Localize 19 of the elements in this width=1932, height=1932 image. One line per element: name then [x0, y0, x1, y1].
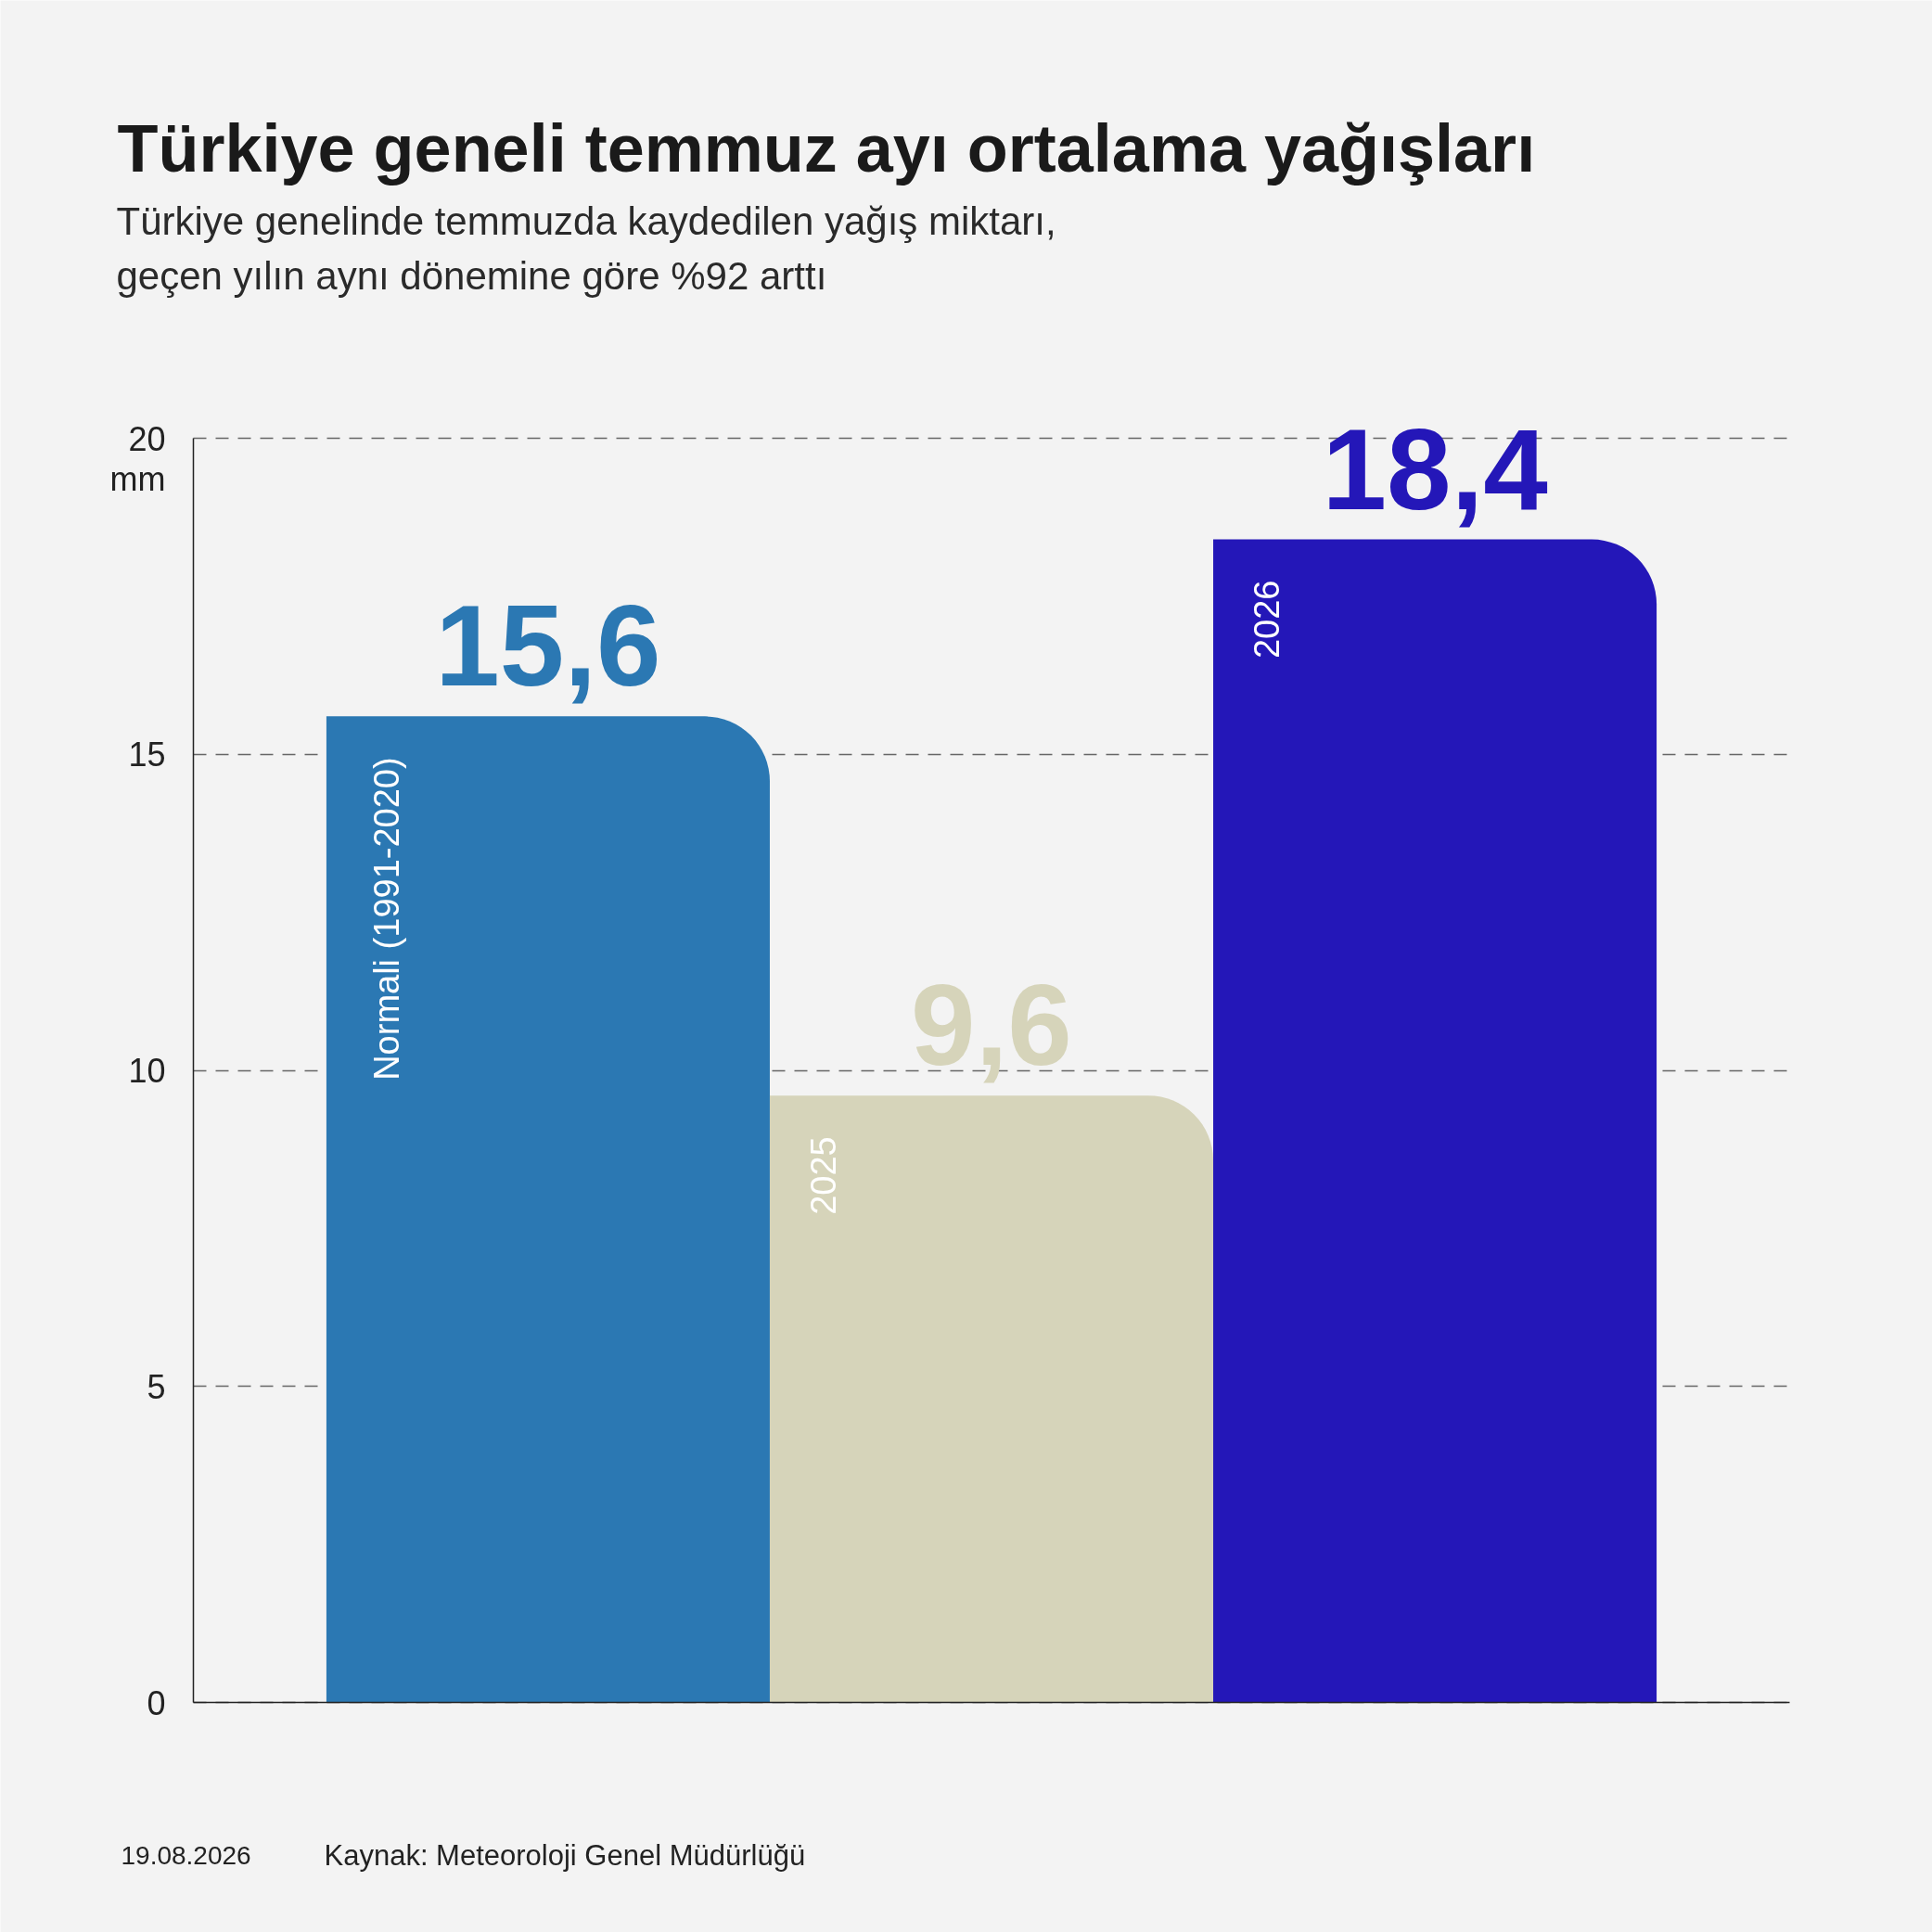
x-tick-label: 2026 — [1247, 580, 1287, 659]
y-tick-label: 10 — [128, 1052, 166, 1090]
data-label: 15,6 — [435, 581, 661, 710]
y-tick-label: 15 — [128, 736, 166, 774]
text: Kaynak: Meteoroloji Genel Müdürlüğü — [324, 1839, 806, 1872]
y-tick-label: 5 — [147, 1367, 166, 1406]
bar — [769, 1095, 1214, 1703]
bar — [1213, 539, 1657, 1703]
chart-title: Türkiye geneli temmuz ayı ortalama yağışları — [117, 110, 1536, 186]
data-label: 9,6 — [911, 960, 1072, 1090]
bar — [326, 716, 770, 1703]
y-axis-title: mm — [109, 460, 166, 498]
x-tick-label: Normali (1991-2020) — [366, 757, 406, 1081]
text: 19.08.2026 — [121, 1841, 251, 1870]
chart-subtitle: Türkiye genelinde temmuzda kaydedilen yağış miktarı, geçen yılın aynı dönemine göre %92 arttı — [116, 199, 1056, 298]
data-label: 18,4 — [1322, 403, 1548, 533]
x-tick-label: 2025 — [803, 1136, 843, 1215]
y-tick-label: 0 — [147, 1683, 166, 1722]
y-tick-label: 20 — [128, 419, 166, 458]
